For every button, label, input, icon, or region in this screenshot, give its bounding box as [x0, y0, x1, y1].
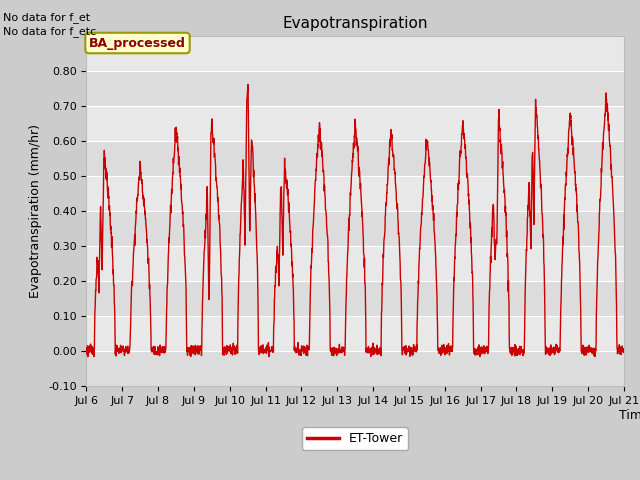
Title: Evapotranspiration: Evapotranspiration [282, 16, 428, 31]
Text: No data for f_etc: No data for f_etc [3, 26, 97, 37]
Bar [86, 246, 624, 281]
ET-Tower [588, 346, 596, 352]
ET-Tower [84, 354, 92, 360]
ET-Tower [371, 347, 379, 352]
ET-Tower [233, 348, 241, 354]
Bar [86, 106, 624, 141]
Line: ET-Tower: ET-Tower [86, 84, 624, 357]
Bar [86, 141, 624, 176]
ET-Tower [573, 209, 580, 215]
Bar [86, 351, 624, 386]
Y-axis label: Evapotranspiration (mm/hr): Evapotranspiration (mm/hr) [29, 124, 42, 298]
ET-Tower [244, 82, 252, 87]
ET-Tower [383, 190, 390, 195]
Bar [86, 71, 624, 106]
Text: No data for f_et: No data for f_et [3, 12, 90, 23]
Legend: ET-Tower: ET-Tower [303, 427, 408, 450]
Bar [86, 281, 624, 316]
Bar [86, 176, 624, 211]
Text: BA_processed: BA_processed [89, 36, 186, 49]
ET-Tower [512, 350, 520, 356]
Bar [86, 211, 624, 246]
X-axis label: Time: Time [620, 409, 640, 422]
ET-Tower [620, 346, 628, 351]
Bar [86, 316, 624, 351]
ET-Tower [83, 350, 90, 356]
